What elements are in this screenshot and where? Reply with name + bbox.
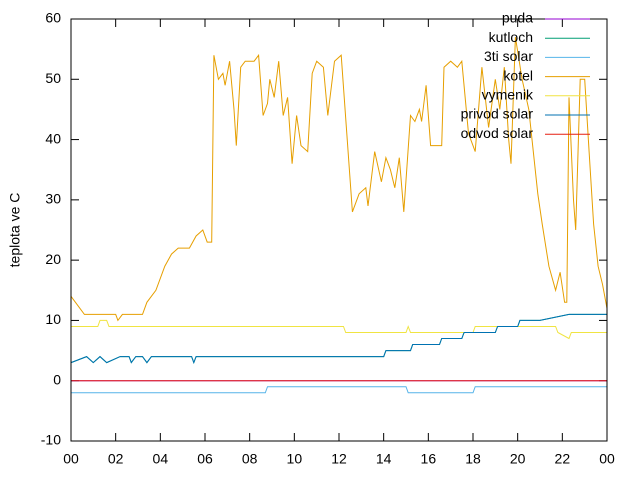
x-tick-label: 10: [287, 451, 303, 467]
x-tick-label: 04: [153, 451, 169, 467]
y-tick-label: -10: [41, 432, 61, 448]
x-tick-label: 06: [197, 451, 213, 467]
y-tick-label: 40: [45, 130, 61, 146]
legend-label: odvod solar: [461, 125, 534, 141]
x-tick-label: 02: [108, 451, 124, 467]
legend-label: puda: [502, 10, 533, 26]
series-line: [71, 386, 607, 394]
x-tick-label: 00: [63, 451, 79, 467]
y-tick-label: 20: [45, 251, 61, 267]
legend-label: privod solar: [461, 106, 534, 122]
x-tick-label: 20: [510, 451, 526, 467]
legend-label: kutloch: [489, 29, 533, 45]
y-tick-label: 50: [45, 70, 61, 86]
series-line: [70, 37, 608, 322]
y-axis-label: teplota ve C: [7, 193, 23, 268]
x-tick-label: 16: [421, 451, 437, 467]
x-tick-label: 08: [242, 451, 258, 467]
series-line: [71, 319, 607, 340]
plot-frame: [70, 18, 608, 442]
series-line: [70, 313, 607, 365]
x-tick-label: 22: [555, 451, 571, 467]
x-tick-label: 00: [599, 451, 615, 467]
x-tick-label: 14: [376, 451, 392, 467]
legend-label: vymenik: [482, 87, 534, 103]
x-tick-label: 18: [465, 451, 481, 467]
y-tick-label: 10: [45, 311, 61, 327]
series-line: [70, 313, 607, 365]
legend-label: kotel: [503, 67, 533, 83]
y-tick-label: 60: [45, 10, 61, 26]
y-tick-label: 0: [53, 371, 61, 387]
x-tick-label: 12: [331, 451, 347, 467]
legend-label: 3ti solar: [484, 48, 533, 64]
y-tick-label: 30: [45, 191, 61, 207]
